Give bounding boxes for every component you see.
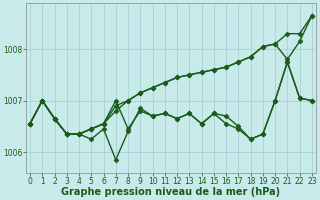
X-axis label: Graphe pression niveau de la mer (hPa): Graphe pression niveau de la mer (hPa) [61,187,281,197]
